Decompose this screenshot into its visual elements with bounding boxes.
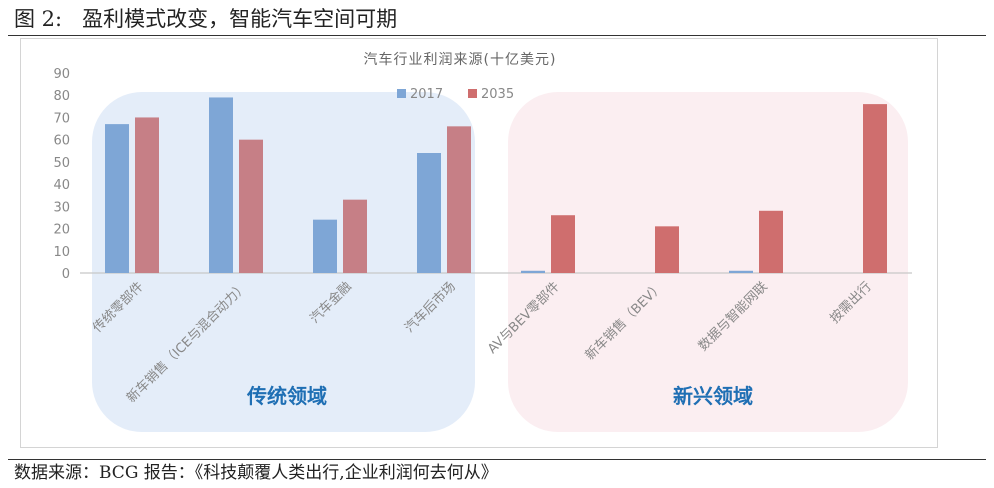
legend-swatch bbox=[468, 89, 477, 98]
bar-2017 bbox=[729, 270, 753, 273]
chart-title: 汽车行业利润来源(十亿美元) bbox=[364, 51, 557, 68]
bar-2035 bbox=[343, 199, 367, 273]
bar-2035 bbox=[655, 226, 679, 273]
bar-2017 bbox=[521, 270, 545, 273]
legend-label: 2035 bbox=[481, 87, 514, 102]
y-tick-label: 70 bbox=[53, 111, 70, 126]
y-tick-label: 30 bbox=[53, 200, 70, 215]
y-tick-label: 10 bbox=[53, 245, 70, 260]
top-rule bbox=[8, 35, 986, 36]
group-label: 新兴领域 bbox=[673, 384, 753, 408]
figure-title: 图 2: 盈利模式改变，智能汽车空间可期 bbox=[14, 7, 398, 31]
legend-label: 2017 bbox=[410, 87, 443, 102]
bar-2035 bbox=[135, 117, 159, 273]
bar-2017 bbox=[313, 219, 337, 273]
y-tick-label: 20 bbox=[53, 223, 70, 238]
bar-2035 bbox=[759, 210, 783, 273]
bar-2035 bbox=[447, 126, 471, 273]
group-panel-emerging bbox=[508, 92, 908, 432]
bar-2035 bbox=[551, 215, 575, 273]
y-tick-label: 0 bbox=[62, 267, 70, 282]
y-tick-label: 90 bbox=[53, 67, 70, 82]
y-tick-label: 50 bbox=[53, 156, 70, 171]
y-tick-label: 60 bbox=[53, 134, 70, 149]
bottom-rule bbox=[8, 459, 986, 460]
bar-2035 bbox=[863, 104, 887, 273]
source-note: 数据来源：BCG 报告：《科技颠覆人类出行,企业利润何去何从》 bbox=[14, 463, 498, 483]
group-label: 传统领域 bbox=[246, 384, 327, 408]
chart-frame bbox=[20, 38, 938, 448]
y-tick-label: 40 bbox=[53, 178, 70, 193]
legend-swatch bbox=[397, 89, 406, 98]
bar-2017 bbox=[105, 124, 129, 273]
bar-2035 bbox=[239, 139, 263, 273]
y-tick-label: 80 bbox=[53, 89, 70, 104]
bar-2017 bbox=[209, 97, 233, 273]
bar-2017 bbox=[417, 153, 441, 273]
group-panel-traditional bbox=[92, 92, 475, 432]
